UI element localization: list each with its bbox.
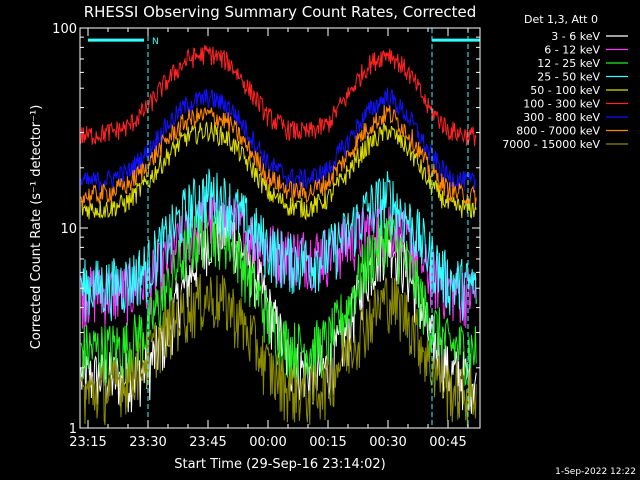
x-tick-label-3: 23:45 — [189, 435, 226, 450]
y-tick-label-1: 1 — [69, 422, 77, 437]
x-tick-label-1: 23:15 — [69, 435, 106, 450]
footer-date: 1-Sep-2022 12:22 — [555, 467, 636, 477]
legend-label-2: 6 - 12 keV — [544, 44, 600, 57]
legend-label-6: 100 - 300 keV — [523, 98, 600, 111]
legend-label-4: 25 - 50 keV — [537, 71, 600, 84]
series-line-5 — [80, 121, 477, 221]
y-axis: 1 10 100 — [52, 22, 480, 437]
x-tick-label-7: 00:45 — [429, 435, 466, 450]
series-group — [80, 44, 477, 427]
x-axis: 23:15 23:30 23:45 00:00 00:15 00:30 00:45 — [69, 28, 469, 450]
x-tick-label-4: 00:00 — [249, 435, 286, 450]
y-axis-label: Corrected Count Rate (s⁻¹ detector⁻¹) — [29, 105, 44, 350]
chart-title: RHESSI Observing Summary Count Rates, Co… — [84, 3, 477, 21]
y-tick-label-3: 100 — [52, 22, 77, 37]
series-line-3 — [80, 205, 477, 387]
series-line-9 — [80, 273, 477, 427]
plot-area: N — [79, 27, 481, 429]
legend-label-9: 7000 - 15000 keV — [502, 138, 600, 151]
series-line-6 — [80, 44, 477, 147]
legend-label-5: 50 - 100 keV — [530, 84, 600, 97]
x-tick-label-5: 00:15 — [309, 435, 346, 450]
legend-label-3: 12 - 25 keV — [537, 57, 600, 70]
x-tick-label-2: 23:30 — [129, 435, 166, 450]
legend-title: Det 1,3, Att 0 — [524, 13, 598, 26]
marker-bar-label: N — [152, 37, 159, 47]
series-line-8 — [80, 105, 477, 207]
y-tick-label-2: 10 — [60, 222, 77, 237]
legend-label-8: 800 - 7000 keV — [516, 125, 600, 138]
x-axis-label: Start Time (29-Sep-16 23:14:02) — [174, 457, 385, 472]
x-tick-label-6: 00:30 — [369, 435, 406, 450]
series-line-7 — [80, 87, 477, 192]
legend-label-1: 3 - 6 keV — [551, 30, 600, 43]
legend-label-7: 300 - 800 keV — [523, 111, 600, 124]
series-line-4 — [80, 168, 477, 322]
